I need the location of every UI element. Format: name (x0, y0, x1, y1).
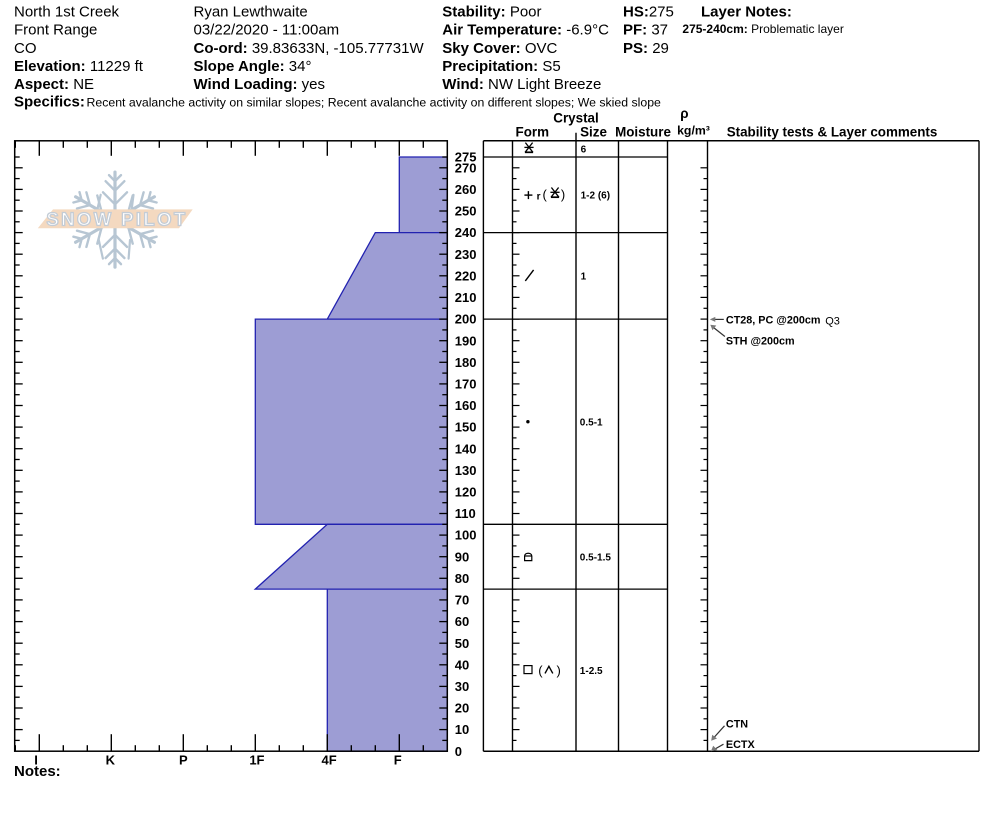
svg-text:CTN: CTN (726, 719, 748, 731)
svg-text:40: 40 (455, 657, 469, 672)
svg-text:Form: Form (516, 125, 550, 140)
svg-text:110: 110 (455, 506, 476, 521)
svg-text:Co-ord: 39.83633N, -105.77731W: Co-ord: 39.83633N, -105.77731W (194, 40, 425, 57)
svg-text:Size: Size (580, 125, 607, 140)
svg-text:Sky Cover: OVC: Sky Cover: OVC (442, 40, 557, 57)
svg-text:Stability: Poor: Stability: Poor (442, 4, 541, 21)
svg-text:20: 20 (455, 701, 469, 716)
svg-text:220: 220 (455, 268, 477, 283)
svg-text:(: ( (538, 663, 543, 678)
svg-text:kg/m³: kg/m³ (677, 123, 710, 137)
svg-text:(: ( (543, 187, 548, 202)
svg-text:I: I (34, 752, 38, 767)
svg-text:270: 270 (455, 160, 477, 175)
svg-text:1F: 1F (249, 752, 264, 767)
svg-text:HS:275: HS:275 (623, 4, 674, 21)
svg-text:1: 1 (581, 272, 587, 283)
svg-text:Elevation: 11229 ft: Elevation: 11229 ft (14, 58, 144, 75)
svg-text:CT28, PC @200cm: CT28, PC @200cm (726, 315, 821, 327)
svg-text:210: 210 (455, 290, 477, 305)
svg-text:K: K (106, 752, 116, 767)
svg-text:30: 30 (455, 679, 469, 694)
svg-text:Aspect: NE: Aspect: NE (14, 76, 94, 93)
svg-text:150: 150 (455, 420, 477, 435)
svg-text:250: 250 (455, 204, 477, 219)
svg-text:Moisture: Moisture (615, 125, 671, 140)
svg-text:100: 100 (455, 528, 477, 543)
svg-text:190: 190 (455, 333, 477, 348)
svg-text:0: 0 (455, 744, 462, 759)
svg-text:130: 130 (455, 463, 477, 478)
svg-text:PS: 29: PS: 29 (623, 40, 669, 57)
svg-text:Front Range: Front Range (14, 22, 97, 39)
svg-text:Precipitation: S5: Precipitation: S5 (442, 58, 560, 75)
svg-text:): ) (557, 663, 561, 678)
svg-text:200: 200 (455, 312, 477, 327)
svg-text:80: 80 (455, 571, 469, 586)
svg-text:Notes:: Notes: (14, 763, 61, 780)
svg-text:230: 230 (455, 247, 477, 262)
svg-text:50: 50 (455, 636, 469, 651)
svg-text:0.5-1.5: 0.5-1.5 (580, 552, 612, 563)
svg-text:STH @200cm: STH @200cm (726, 336, 795, 348)
svg-text:275: 275 (455, 150, 477, 165)
svg-text:Specifics:: Specifics: (14, 94, 85, 111)
svg-text:260: 260 (455, 182, 477, 197)
svg-text:1-2.5: 1-2.5 (580, 666, 603, 677)
svg-text:Wind: NW Light Breeze: Wind: NW Light Breeze (442, 76, 601, 93)
svg-text:ECTX: ECTX (726, 739, 756, 751)
svg-text:60: 60 (455, 614, 469, 629)
svg-text:Layer Notes:: Layer Notes: (701, 4, 792, 21)
svg-text:SNOW PILOT: SNOW PILOT (46, 209, 187, 230)
svg-text:Stability tests & Layer commen: Stability tests & Layer comments (727, 125, 938, 140)
svg-text:Wind Loading: yes: Wind Loading: yes (194, 76, 326, 93)
svg-text:70: 70 (455, 593, 469, 608)
svg-text:0.5-1: 0.5-1 (580, 417, 603, 428)
svg-text:120: 120 (455, 485, 477, 500)
svg-text:10: 10 (455, 722, 469, 737)
svg-text:6: 6 (581, 145, 587, 156)
svg-text:PF: 37: PF: 37 (623, 22, 668, 39)
svg-text:240: 240 (455, 225, 477, 240)
svg-text:r: r (537, 192, 541, 203)
svg-text:North 1st Creek: North 1st Creek (14, 4, 120, 21)
svg-text:ρ: ρ (680, 106, 688, 121)
svg-text:CO: CO (14, 40, 37, 57)
svg-text:Recent avalanche activity on s: Recent avalanche activity on similar slo… (87, 95, 662, 109)
svg-text:275-240cm: Problematic layer: 275-240cm: Problematic layer (682, 22, 843, 36)
svg-text:): ) (561, 187, 565, 202)
svg-text:160: 160 (455, 398, 477, 413)
svg-text:140: 140 (455, 441, 477, 456)
svg-text:90: 90 (455, 549, 469, 564)
svg-text:1-2 (6): 1-2 (6) (581, 191, 610, 202)
svg-text:Air Temperature: -6.9°C: Air Temperature: -6.9°C (442, 22, 609, 39)
svg-text:170: 170 (455, 377, 477, 392)
svg-text:Q3: Q3 (825, 315, 840, 327)
svg-text:P: P (179, 752, 188, 767)
svg-text:Ryan Lewthwaite: Ryan Lewthwaite (194, 4, 308, 21)
svg-text:03/22/2020 - 11:00am: 03/22/2020 - 11:00am (194, 22, 340, 39)
svg-text:Slope Angle: 34°: Slope Angle: 34° (194, 58, 312, 75)
svg-text:Crystal: Crystal (553, 111, 598, 126)
svg-text:F: F (394, 752, 402, 767)
svg-text:180: 180 (455, 355, 477, 370)
svg-text:4F: 4F (322, 752, 337, 767)
